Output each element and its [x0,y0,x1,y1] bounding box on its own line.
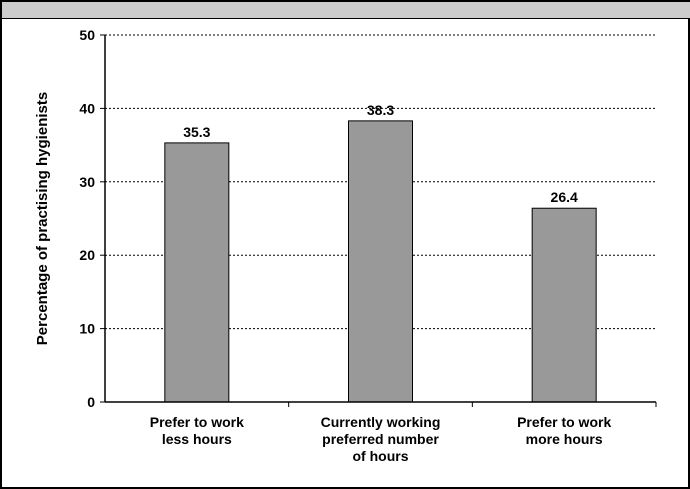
x-category-label: of hours [353,448,409,464]
data-label: 35.3 [183,124,210,140]
title-band [2,2,690,19]
y-tick-label: 0 [87,394,95,410]
x-category-label: Currently working [321,414,441,430]
bar [348,120,413,403]
x-category-label: Prefer to work [517,414,611,430]
y-tick-label: 40 [79,100,95,116]
bars [164,120,597,403]
x-category-label: less hours [162,431,232,447]
y-tick-label: 20 [79,247,95,263]
data-label: 38.3 [367,102,394,118]
axes [100,34,657,407]
x-category-label: preferred number [322,431,439,447]
bar [164,142,230,403]
y-tick-label: 50 [79,27,95,43]
y-tick-label: 30 [79,174,95,190]
data-label: 26.4 [551,189,578,205]
bar [531,207,597,403]
y-axis-title: Percentage of practising hygienists [34,92,51,345]
x-category-label: Prefer to work [150,414,244,430]
y-tick-label: 10 [79,321,95,337]
x-category-label: more hours [526,431,603,447]
